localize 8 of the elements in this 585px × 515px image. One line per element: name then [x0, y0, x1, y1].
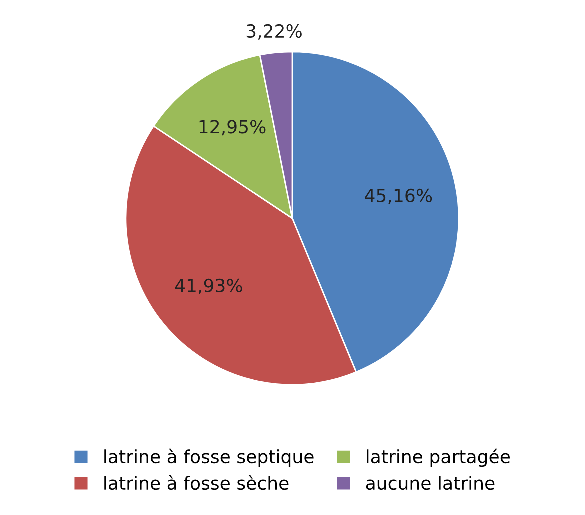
data-label: 45,16%: [365, 188, 432, 204]
legend-label: latrine à fosse septique: [104, 448, 314, 468]
data-label: 41,93%: [175, 278, 242, 294]
data-label: 3,22%: [246, 24, 302, 40]
legend-label: latrine partagée: [367, 448, 510, 468]
legend-label: latrine à fosse sèche: [104, 475, 289, 490]
legend-label: aucune latrine: [366, 476, 495, 490]
data-label: 12,95%: [200, 120, 266, 136]
